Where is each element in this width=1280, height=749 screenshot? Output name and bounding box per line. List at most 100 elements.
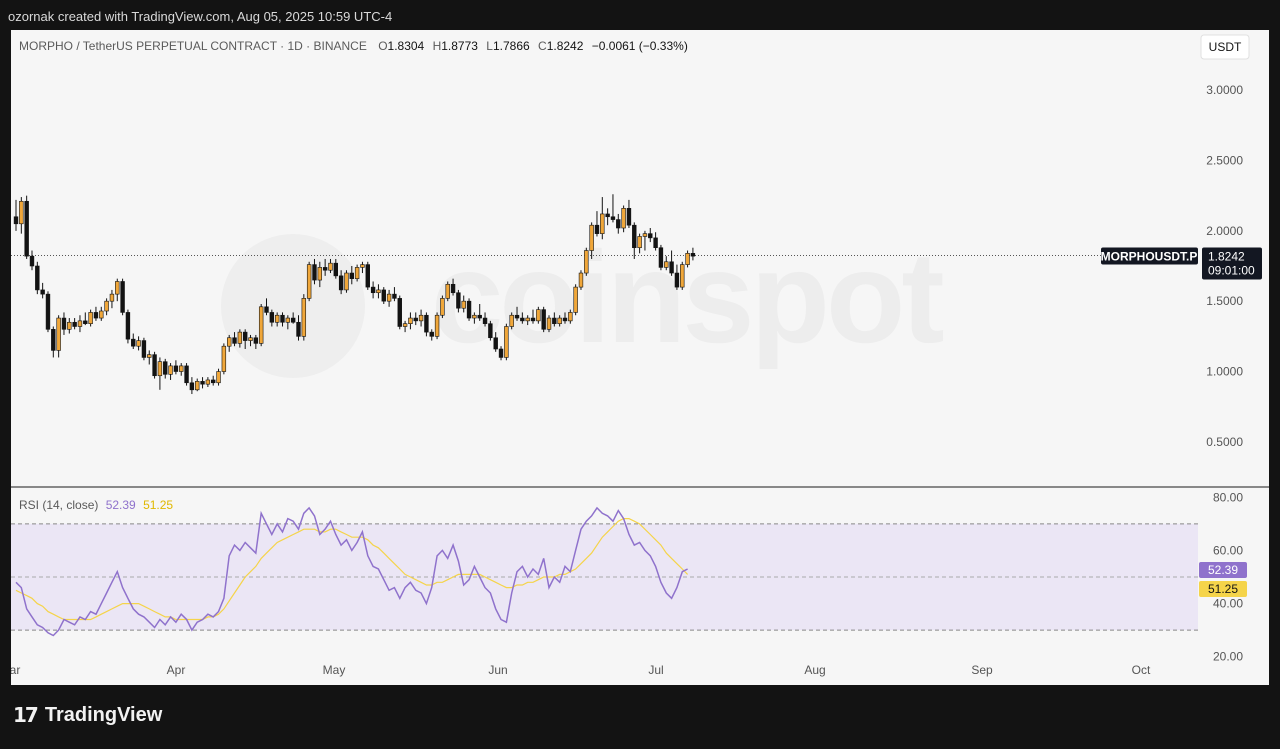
candle: [179, 363, 184, 376]
candle-body: [115, 281, 120, 295]
candle: [131, 333, 136, 350]
tradingview-logo[interactable]: 17 TradingView: [13, 703, 162, 727]
candle: [93, 306, 99, 321]
candle-body: [29, 255, 35, 267]
candle: [211, 375, 216, 386]
candle: [626, 199, 632, 229]
candle-body: [632, 224, 637, 249]
candles-group: [13, 194, 696, 395]
candle: [173, 360, 179, 375]
candle-body: [253, 337, 259, 344]
candle-body: [344, 272, 349, 291]
candle-body: [392, 293, 397, 299]
price-tag: MORPHOUSDT.P 1.8242 09:01:00: [1101, 247, 1262, 280]
candle-body: [616, 219, 621, 229]
candle-body: [227, 337, 232, 347]
candle: [344, 270, 349, 293]
candle: [418, 309, 424, 327]
candle-body: [232, 337, 237, 344]
candle-body: [35, 265, 40, 291]
watermark-text: coinspot: [431, 224, 943, 370]
open-value: 1.8304: [388, 39, 425, 53]
candle-body: [99, 310, 104, 319]
candle-body: [509, 314, 514, 327]
time-tick-label: Jul: [648, 663, 663, 677]
candle: [450, 278, 456, 296]
candle-body: [413, 317, 418, 322]
price-tick-label: 1.5000: [1206, 294, 1243, 308]
candle: [488, 320, 493, 341]
candle-body: [306, 264, 312, 299]
candle: [274, 312, 280, 327]
candle-body: [184, 365, 189, 384]
candle-body: [237, 331, 243, 344]
rsi-ma-tag-text: 51.25: [1208, 582, 1238, 596]
attribution-text: ozornak created with TradingView.com, Au…: [8, 9, 393, 24]
candle: [520, 312, 525, 324]
candle: [669, 250, 674, 276]
price-tick-label: 0.5000: [1206, 435, 1243, 449]
candle-body: [338, 275, 344, 291]
candle-body: [83, 320, 88, 324]
candle-body: [296, 321, 301, 337]
time-tick-label: Aug: [804, 663, 825, 677]
candle-body: [19, 200, 24, 225]
candle-body: [88, 312, 93, 324]
candle: [680, 261, 685, 290]
candle-body: [461, 300, 466, 309]
candle-body: [418, 314, 424, 322]
candle: [621, 205, 626, 233]
candle: [45, 291, 51, 333]
candle: [349, 266, 354, 285]
candle-body: [642, 233, 648, 237]
candle: [552, 312, 557, 327]
candle: [605, 208, 610, 226]
candle: [392, 287, 397, 302]
price-pane: 3.0000 2.5000 2.0000 1.5000 1.0000 0.5000: [11, 83, 1243, 449]
candle: [141, 337, 147, 361]
change-value: −0.0061 (−0.33%): [592, 39, 688, 53]
candle: [674, 264, 680, 290]
candle-body: [269, 312, 275, 323]
candle: [232, 332, 237, 347]
candlestick-chart[interactable]: coinspot 3.0000 2.5000 2.0000 1.5000 1.0000 0…: [11, 30, 1269, 685]
candle: [301, 294, 307, 341]
candle: [456, 289, 461, 313]
candle-body: [290, 317, 296, 323]
candle-body: [600, 213, 605, 234]
candle-body: [13, 216, 19, 225]
candle-body: [312, 264, 317, 281]
candle-body: [557, 317, 562, 324]
candle-body: [408, 317, 413, 324]
price-tick-label: 3.0000: [1206, 83, 1243, 97]
candle-body: [274, 314, 280, 323]
candle-body: [370, 286, 376, 294]
candle-body: [280, 314, 285, 323]
currency-button[interactable]: USDT: [1200, 34, 1250, 60]
candle: [600, 197, 605, 240]
candle-body: [690, 253, 696, 257]
candle-body: [45, 293, 51, 330]
candle: [35, 261, 40, 295]
candle: [530, 309, 536, 324]
chart-frame[interactable]: coinspot 3.0000 2.5000 2.0000 1.5000 1.0000 0…: [11, 30, 1269, 685]
symbol-name: MORPHO / TetherUS PERPETUAL CONTRACT · 1…: [19, 39, 367, 53]
candle-body: [77, 320, 83, 327]
candle: [648, 228, 653, 243]
price-tick-label: 2.5000: [1206, 153, 1243, 167]
candle: [429, 329, 434, 341]
candle: [184, 363, 189, 386]
candle-body: [136, 340, 141, 347]
candle-body: [248, 337, 253, 341]
candle: [386, 289, 392, 307]
candle-body: [397, 298, 402, 327]
candle-body: [525, 317, 530, 322]
candle-body: [72, 321, 77, 327]
time-axis[interactable]: ar Apr May Jun Jul Aug Sep Oct: [11, 663, 1151, 677]
candle-body: [147, 354, 152, 358]
candle: [157, 357, 163, 390]
currency-label: USDT: [1209, 40, 1242, 54]
candle-body: [488, 323, 493, 339]
close-label: C: [538, 39, 547, 53]
candle: [461, 295, 466, 313]
